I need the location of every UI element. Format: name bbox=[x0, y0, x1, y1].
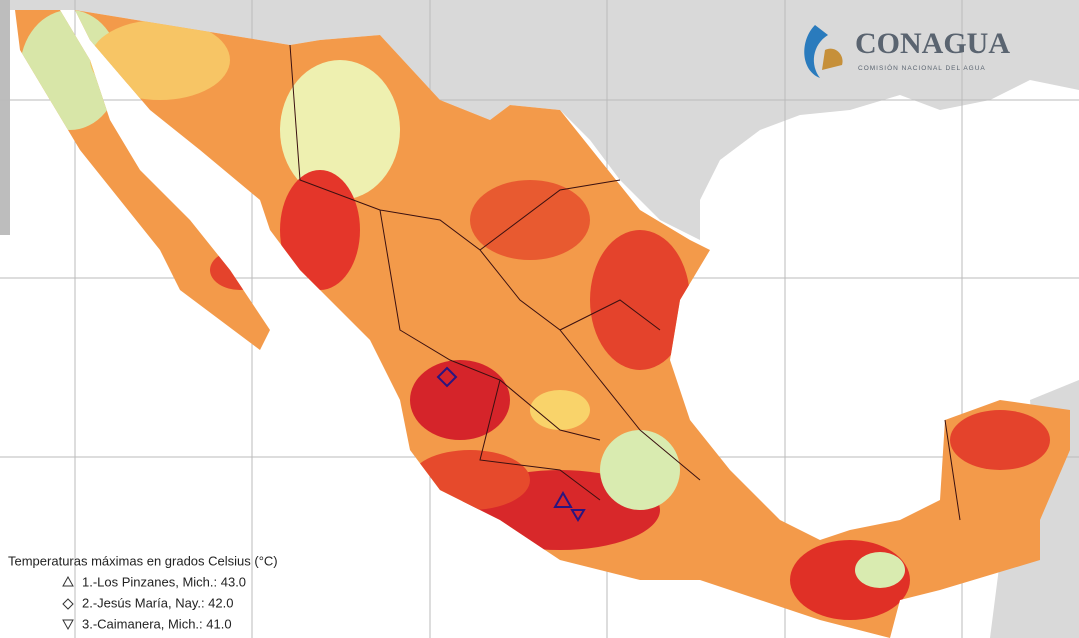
legend-item: 2.-Jesús María, Nay.: 42.0 bbox=[82, 595, 234, 610]
legend-symbol bbox=[62, 598, 74, 610]
legend-item: 1.-Los Pinzanes, Mich.: 43.0 bbox=[82, 574, 246, 589]
legend-symbol bbox=[62, 575, 74, 587]
legend-item: 3.-Caimanera, Mich.: 41.0 bbox=[82, 616, 232, 631]
station-markers bbox=[436, 366, 586, 522]
legend-symbol bbox=[62, 619, 74, 631]
legend: Temperaturas máximas en grados Celsius (… bbox=[8, 553, 278, 631]
legend-title: Temperaturas máximas en grados Celsius (… bbox=[8, 553, 278, 568]
edge-strip bbox=[0, 0, 10, 235]
state-borders bbox=[289, 44, 961, 521]
logo-subtitle: COMISIÓN NACIONAL DEL AGUA bbox=[858, 63, 986, 72]
logo: CONAGUA COMISIÓN NACIONAL DEL AGUA bbox=[804, 25, 1010, 78]
logo-name: CONAGUA bbox=[855, 27, 1010, 60]
